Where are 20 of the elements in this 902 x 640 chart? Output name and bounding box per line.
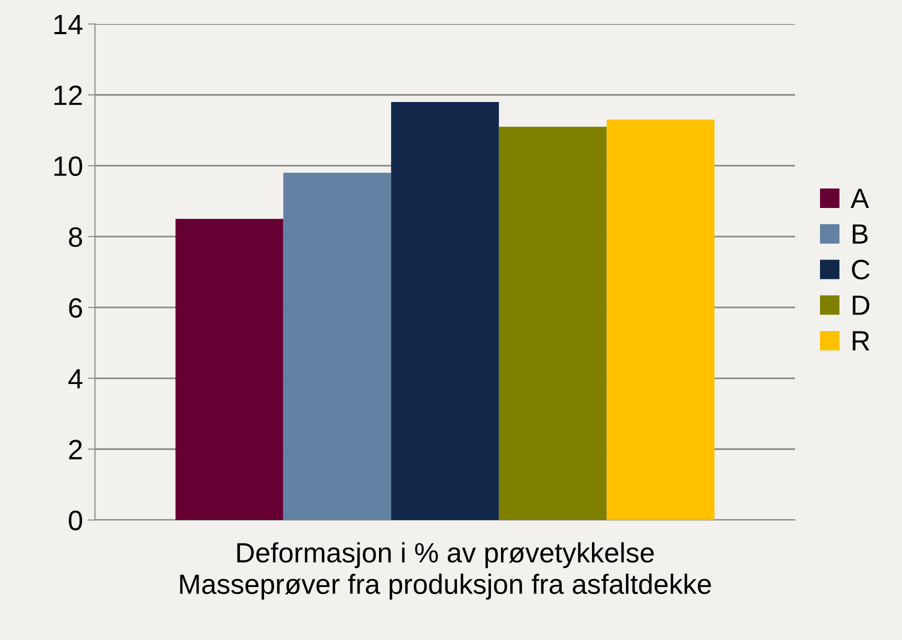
bar bbox=[283, 172, 392, 520]
bar bbox=[176, 218, 284, 520]
y-tick-label: 2 bbox=[69, 440, 82, 460]
bar bbox=[498, 126, 607, 520]
bar bbox=[391, 102, 499, 520]
legend-label: B bbox=[852, 224, 868, 244]
legend-label: R bbox=[852, 331, 870, 350]
legend-label: C bbox=[852, 260, 870, 280]
y-tick-label: 0 bbox=[68, 510, 82, 530]
x-tick-label: Deformasjon i % av prøvetykkelse bbox=[237, 542, 654, 568]
y-tick-label: 14 bbox=[54, 14, 82, 34]
y-tick-label: 4 bbox=[68, 369, 82, 388]
y-tick-label: 8 bbox=[68, 227, 82, 247]
x-axis-title: Masseprøver fra produksjon fra asfaltdekke bbox=[180, 574, 711, 600]
legend-label: D bbox=[852, 296, 870, 315]
y-tick-label: 12 bbox=[54, 86, 82, 105]
y-tick-label: 6 bbox=[69, 298, 82, 318]
bar bbox=[606, 120, 714, 520]
legend-label: A bbox=[850, 188, 870, 208]
y-tick-label: 10 bbox=[54, 156, 82, 176]
